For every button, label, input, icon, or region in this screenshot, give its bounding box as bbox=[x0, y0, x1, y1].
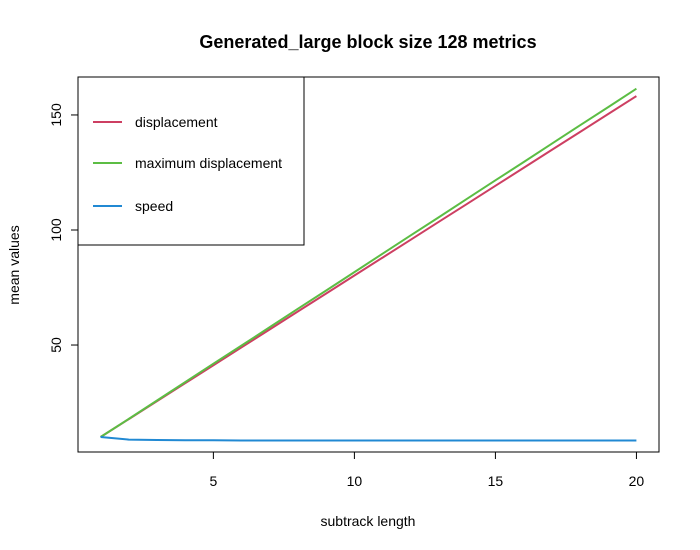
y-tick-label: 50 bbox=[48, 337, 64, 353]
plot-area bbox=[77, 76, 660, 453]
legend-label: maximum displacement bbox=[135, 155, 282, 171]
x-tick-label: 15 bbox=[488, 473, 504, 489]
legend: displacement maximum displacement speed bbox=[77, 76, 305, 246]
x-tick-label: 20 bbox=[629, 473, 645, 489]
legend-box bbox=[77, 76, 305, 246]
series-line-speed bbox=[100, 436, 637, 442]
y-axis-label: mean values bbox=[6, 225, 22, 304]
y-tick-label: 150 bbox=[48, 103, 64, 127]
chart-title: Generated_large block size 128 metrics bbox=[199, 32, 536, 52]
legend-label: speed bbox=[135, 198, 173, 214]
y-tick-label: 100 bbox=[48, 218, 64, 242]
legend-label: displacement bbox=[135, 114, 218, 130]
x-axis-label: subtrack length bbox=[321, 513, 416, 529]
series-lines bbox=[100, 87, 637, 442]
x-axis: 5 10 15 20 bbox=[209, 452, 644, 489]
y-axis: 50 100 150 bbox=[48, 103, 78, 353]
series-line-maximum-displacement bbox=[100, 87, 637, 438]
x-tick-label: 10 bbox=[347, 473, 363, 489]
x-tick-label: 5 bbox=[209, 473, 217, 489]
